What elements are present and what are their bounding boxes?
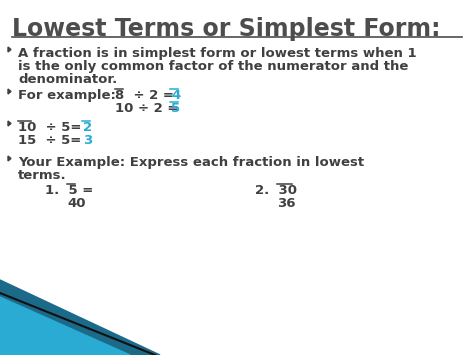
Text: 36: 36: [277, 197, 295, 210]
Text: 4: 4: [171, 89, 180, 102]
Polygon shape: [8, 47, 11, 52]
Text: 2: 2: [83, 121, 92, 134]
Text: terms.: terms.: [18, 169, 67, 182]
Polygon shape: [8, 121, 11, 126]
Text: A fraction is in simplest form or lowest terms when 1: A fraction is in simplest form or lowest…: [18, 47, 417, 60]
Text: is the only common factor of the numerator and the: is the only common factor of the numerat…: [18, 60, 409, 73]
Text: 5: 5: [171, 102, 180, 115]
Text: 10 ÷ 2 =: 10 ÷ 2 =: [115, 102, 183, 115]
Text: 8  ÷ 2 =: 8 ÷ 2 =: [115, 89, 179, 102]
Text: Lowest Terms or Simplest Form:: Lowest Terms or Simplest Form:: [12, 17, 440, 41]
Polygon shape: [0, 280, 160, 355]
Text: 3: 3: [83, 134, 92, 147]
Polygon shape: [8, 89, 11, 94]
Text: 15  ÷ 5=: 15 ÷ 5=: [18, 134, 86, 147]
Text: 2.  30: 2. 30: [255, 184, 297, 197]
Polygon shape: [8, 156, 11, 161]
Text: Your Example: Express each fraction in lowest: Your Example: Express each fraction in l…: [18, 156, 364, 169]
Text: 1.  5 =: 1. 5 =: [45, 184, 93, 197]
Text: 10  ÷ 5=: 10 ÷ 5=: [18, 121, 86, 134]
Text: For example:: For example:: [18, 89, 116, 102]
Text: denominator.: denominator.: [18, 73, 117, 86]
Polygon shape: [0, 297, 130, 355]
Text: 40: 40: [67, 197, 85, 210]
